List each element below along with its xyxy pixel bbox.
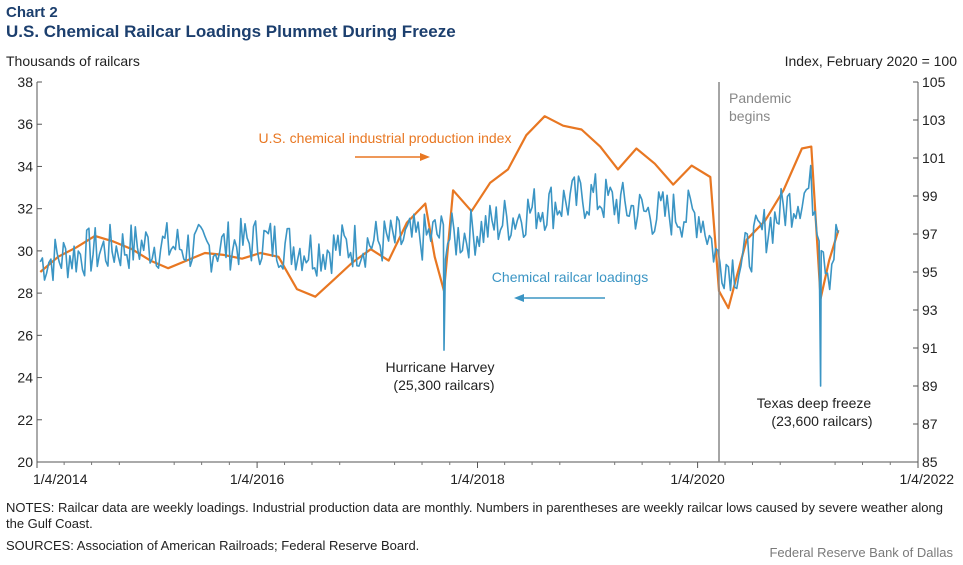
left-tick-label: 22 <box>17 412 33 428</box>
annotation-layer: U.S. chemical industrial production inde… <box>259 130 873 429</box>
left-tick-label: 28 <box>17 285 33 301</box>
x-tick-label: 1/4/2014 <box>33 471 88 487</box>
right-tick-label: 97 <box>922 226 938 242</box>
right-tick-label: 93 <box>922 302 938 318</box>
axes: 20 22 24 26 28 30 32 34 36 38 85 87 89 91 93 95 97 99 101 1… <box>17 74 954 487</box>
right-tick-label: 95 <box>922 264 938 280</box>
right-tick-label: 87 <box>922 416 938 432</box>
railcar-series-label: Chemical railcar loadings <box>492 269 648 285</box>
series-line-railcar-loadings <box>39 164 839 387</box>
chart-title: U.S. Chemical Railcar Loadings Plummet D… <box>6 22 456 41</box>
pandemic-label: Pandemic <box>729 90 791 106</box>
texas-freeze-label: Texas deep freeze <box>757 395 872 411</box>
right-axis-label: Index, February 2020 = 100 <box>784 53 957 69</box>
right-tick-label: 101 <box>922 150 946 166</box>
x-tick-label: 1/4/2016 <box>230 471 285 487</box>
series-layer <box>39 115 840 387</box>
left-tick-label: 34 <box>17 158 33 174</box>
x-tick-label: 1/4/2020 <box>670 471 725 487</box>
left-tick-label: 36 <box>17 116 33 132</box>
railcar-arrow-head <box>514 294 524 302</box>
left-axis-label: Thousands of railcars <box>6 53 140 69</box>
left-tick-label: 20 <box>17 454 33 470</box>
pandemic-label-line2: begins <box>729 108 770 124</box>
left-tick-label: 26 <box>17 327 33 343</box>
right-tick-label: 99 <box>922 188 938 204</box>
vertical-line-layer: Pandemic begins <box>718 82 791 462</box>
notes: NOTES: Railcar data are weekly loadings.… <box>6 500 943 531</box>
x-tick-label: 1/4/2018 <box>450 471 505 487</box>
texas-freeze-value: (23,600 railcars) <box>771 413 872 429</box>
production-series-label: U.S. chemical industrial production inde… <box>259 130 512 146</box>
right-tick-label: 89 <box>922 378 938 394</box>
right-tick-label: 103 <box>922 112 946 128</box>
left-tick-label: 38 <box>17 74 33 90</box>
left-tick-label: 30 <box>17 243 33 259</box>
left-tick-label: 32 <box>17 201 33 217</box>
sources: SOURCES: Association of American Railroa… <box>6 538 420 553</box>
right-tick-label: 85 <box>922 454 938 470</box>
x-tick-label: 1/4/2022 <box>900 471 955 487</box>
production-arrow-head <box>420 153 430 161</box>
hurricane-harvey-value: (25,300 railcars) <box>393 377 494 393</box>
credit: Federal Reserve Bank of Dallas <box>769 545 953 560</box>
left-tick-label: 24 <box>17 370 33 386</box>
right-tick-label: 91 <box>922 340 938 356</box>
right-tick-label: 105 <box>922 74 946 90</box>
hurricane-harvey-label: Hurricane Harvey <box>386 359 495 375</box>
chart-label: Chart 2 <box>6 4 58 21</box>
